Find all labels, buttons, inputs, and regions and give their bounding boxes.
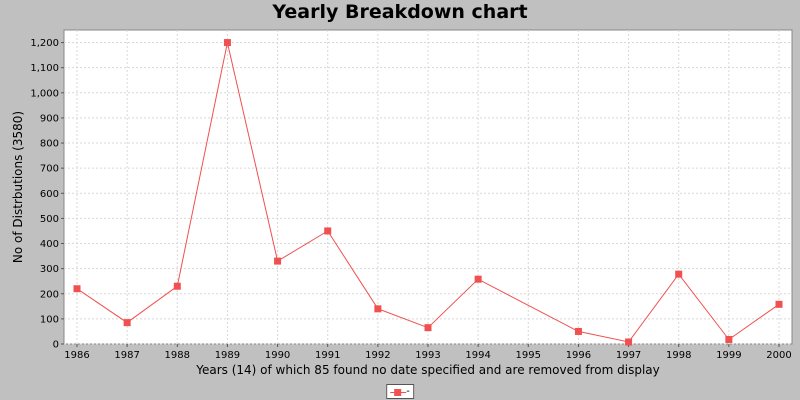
data-point — [173, 282, 181, 290]
data-point — [73, 285, 81, 293]
x-tick-label: 1999 — [716, 350, 741, 361]
x-tick-label: 1987 — [114, 350, 139, 361]
y-tick-label: 700 — [40, 164, 59, 175]
y-tick-label: 500 — [40, 214, 59, 225]
y-tick-label: 1,000 — [30, 88, 59, 99]
x-axis: 1986 1987 1988 1989 1990 1991 1992 1993 1994 1995… — [64, 344, 792, 361]
data-point — [424, 324, 432, 332]
x-tick-label: 1986 — [64, 350, 89, 361]
data-point — [374, 305, 382, 313]
y-tick-label: 300 — [40, 264, 59, 275]
x-tick-label: 2000 — [766, 350, 791, 361]
data-point — [324, 227, 332, 235]
chart-title: Yearly Breakdown chart — [272, 1, 528, 23]
data-point — [725, 335, 733, 343]
x-tick-label: 1994 — [465, 350, 490, 361]
x-tick-label: 1989 — [215, 350, 240, 361]
x-tick-label: 1995 — [516, 350, 541, 361]
series-line — [76, 42, 780, 343]
y-tick-label: 1,100 — [30, 63, 59, 74]
y-tick-label: 400 — [40, 239, 59, 250]
series-markers — [73, 39, 783, 346]
x-tick-label: 1997 — [616, 350, 641, 361]
y-tick-label: 900 — [40, 113, 59, 124]
data-point — [274, 257, 282, 265]
y-axis-label: No of Distrbutions (3580) — [11, 111, 25, 263]
y-tick-label: 100 — [40, 314, 59, 325]
y-tick-label: 0 — [53, 340, 59, 351]
y-tick-label: 800 — [40, 139, 59, 150]
x-tick-label: 1990 — [265, 350, 290, 361]
x-tick-label: 1988 — [165, 350, 190, 361]
x-axis-label: Years (14) of which 85 found no date spe… — [195, 363, 660, 377]
legend-label: - — [406, 386, 410, 397]
x-tick-label: 1992 — [365, 350, 390, 361]
data-point — [675, 270, 683, 278]
x-tick-label: 1993 — [415, 350, 440, 361]
legend: - — [386, 384, 414, 399]
gridlines — [64, 30, 792, 345]
y-tick-label: 200 — [40, 289, 59, 300]
data-point — [775, 300, 783, 308]
data-point — [474, 275, 482, 283]
y-tick-label: 600 — [40, 189, 59, 200]
legend-marker-icon — [390, 388, 407, 396]
data-point — [625, 338, 633, 346]
x-tick-label: 1996 — [566, 350, 591, 361]
data-point — [223, 39, 231, 47]
data-point — [574, 327, 582, 335]
y-tick-label: 1,200 — [30, 38, 59, 49]
data-point — [123, 319, 131, 327]
x-tick-label: 1991 — [315, 350, 340, 361]
x-tick-label: 1998 — [666, 350, 691, 361]
y-axis: 0 100 200 300 400 500 600 700 800 900 1,000 1,100 1,… — [30, 38, 64, 351]
